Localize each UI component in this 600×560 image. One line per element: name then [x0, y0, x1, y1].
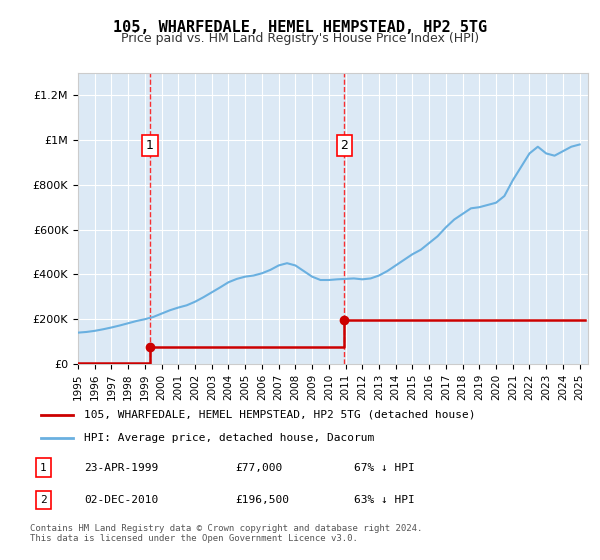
- Text: £196,500: £196,500: [235, 495, 289, 505]
- Text: 2: 2: [40, 495, 47, 505]
- Text: 67% ↓ HPI: 67% ↓ HPI: [354, 463, 415, 473]
- Text: 105, WHARFEDALE, HEMEL HEMPSTEAD, HP2 5TG: 105, WHARFEDALE, HEMEL HEMPSTEAD, HP2 5T…: [113, 20, 487, 35]
- Text: HPI: Average price, detached house, Dacorum: HPI: Average price, detached house, Daco…: [84, 433, 374, 443]
- Text: 23-APR-1999: 23-APR-1999: [84, 463, 158, 473]
- Text: 2: 2: [340, 139, 348, 152]
- Text: Contains HM Land Registry data © Crown copyright and database right 2024.
This d: Contains HM Land Registry data © Crown c…: [30, 524, 422, 543]
- Text: 02-DEC-2010: 02-DEC-2010: [84, 495, 158, 505]
- Text: 1: 1: [146, 139, 154, 152]
- Text: 105, WHARFEDALE, HEMEL HEMPSTEAD, HP2 5TG (detached house): 105, WHARFEDALE, HEMEL HEMPSTEAD, HP2 5T…: [84, 409, 476, 419]
- Text: 63% ↓ HPI: 63% ↓ HPI: [354, 495, 415, 505]
- Text: £77,000: £77,000: [235, 463, 283, 473]
- Text: Price paid vs. HM Land Registry's House Price Index (HPI): Price paid vs. HM Land Registry's House …: [121, 32, 479, 45]
- Text: 1: 1: [40, 463, 47, 473]
